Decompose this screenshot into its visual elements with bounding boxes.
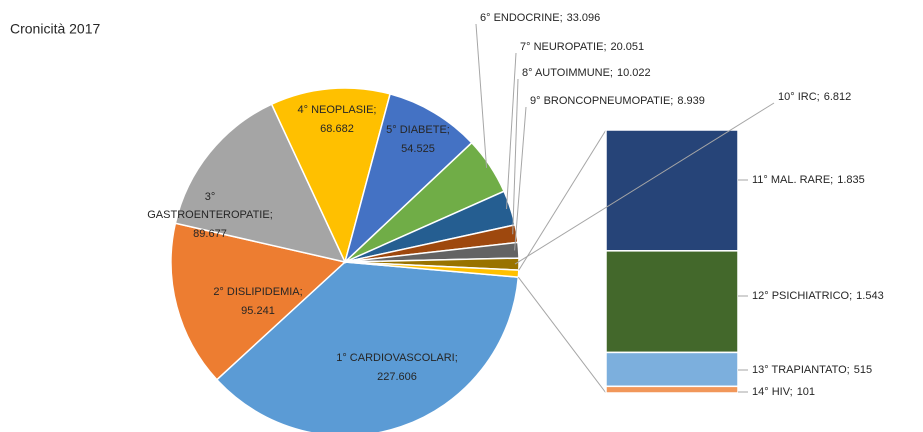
data-label: 13° TRAPIANTATO; 515 — [752, 364, 872, 376]
chart-title: Cronicità 2017 — [10, 21, 100, 37]
value-label: 54.525 — [401, 143, 435, 155]
pie-slice — [174, 103, 347, 264]
data-label: 2° DISLIPIDEMIA; 95.241 — [213, 286, 302, 317]
category-label: 13° TRAPIANTATO; — [752, 364, 850, 376]
category-label: 2° DISLIPIDEMIA; — [213, 286, 302, 298]
value-label: 10.022 — [617, 67, 651, 79]
connector-line — [518, 129, 607, 271]
category-label: 8° AUTOIMMUNE; — [522, 67, 613, 79]
data-label: 11° MAL. RARE; 1.835 — [752, 174, 865, 186]
value-label: 6.812 — [824, 91, 852, 103]
data-label: 14° HIV; 101 — [752, 386, 815, 398]
bar-segment — [605, 351, 739, 388]
connector-line — [517, 276, 607, 394]
pie-slice — [270, 87, 392, 265]
category-label: 3° GASTROENTEROPATIE; — [147, 191, 273, 221]
pie-slice — [343, 93, 473, 265]
value-label: 227.606 — [377, 371, 417, 383]
data-label: 10° IRC; 6.812 — [778, 91, 851, 103]
value-label: 89.677 — [193, 228, 227, 240]
data-label: 7° NEUROPATIE; 20.051 — [520, 41, 644, 53]
bar-segment — [605, 250, 739, 354]
category-label: 5° DIABETE; — [386, 124, 450, 136]
value-label: 20.051 — [611, 41, 645, 53]
value-label: 95.241 — [241, 305, 275, 317]
data-label: 3° GASTROENTEROPATIE; 89.677 — [147, 191, 273, 240]
value-label: 1.543 — [856, 290, 884, 302]
bar-segment — [605, 129, 739, 252]
bar-segment — [605, 385, 739, 394]
category-label: 12° PSICHIATRICO; — [752, 290, 852, 302]
leader-line — [512, 78, 519, 235]
category-label: 10° IRC; — [778, 91, 820, 103]
category-label: 9° BRONCOPNEUMOPATIE; — [530, 95, 673, 107]
value-label: 101 — [797, 386, 815, 398]
data-label: 5° DIABETE; 54.525 — [386, 124, 450, 155]
label-line: GASTROENTEROPATIE; — [147, 209, 273, 221]
pie-slice — [215, 261, 520, 432]
leader-line — [514, 102, 775, 265]
value-label: 8.939 — [677, 95, 705, 107]
leader-line — [506, 52, 517, 210]
data-label: 6° ENDOCRINE; 33.096 — [480, 12, 600, 24]
category-label: 11° MAL. RARE; — [752, 174, 833, 186]
value-label: 1.835 — [837, 174, 865, 186]
category-label: 6° ENDOCRINE; — [480, 12, 563, 24]
data-label: 4° NEOPLASIE; 68.682 — [298, 104, 377, 135]
category-label: 1° CARDIOVASCOLARI; — [336, 352, 458, 364]
value-label: 68.682 — [320, 123, 354, 135]
value-label: 515 — [854, 364, 872, 376]
data-label: 1° CARDIOVASCOLARI; 227.606 — [336, 352, 458, 383]
data-label: 8° AUTOIMMUNE; 10.022 — [522, 67, 651, 79]
category-label: 14° HIV; — [752, 386, 793, 398]
pie-slice — [170, 222, 347, 381]
pie-other-slice — [344, 261, 520, 278]
leader-line — [514, 106, 527, 251]
category-label: 7° NEUROPATIE; — [520, 41, 607, 53]
value-label: 33.096 — [567, 12, 601, 24]
label-line: 3° — [205, 191, 216, 203]
leader-line — [475, 23, 488, 168]
category-label: 4° NEOPLASIE; — [298, 104, 377, 116]
data-label: 12° PSICHIATRICO; 1.543 — [752, 290, 884, 302]
data-label: 9° BRONCOPNEUMOPATIE; 8.939 — [530, 95, 705, 107]
